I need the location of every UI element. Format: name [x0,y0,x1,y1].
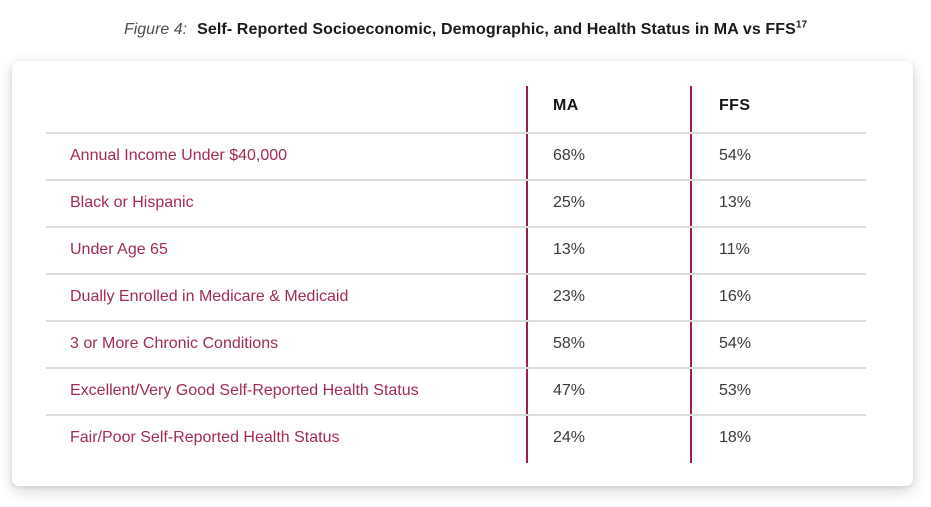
row-label: 3 or More Chronic Conditions [70,334,279,352]
row-value-ffs: 54% [719,146,752,164]
row-divider [46,273,866,275]
row-label: Excellent/Very Good Self-Reported Health… [70,381,419,399]
row-value-ffs: 18% [719,428,752,446]
row-divider [46,320,866,322]
table-row: Dually Enrolled in Medicare & Medicaid 2… [12,273,913,320]
column-header-ffs: FFS [719,97,751,114]
row-value-ma: 13% [553,240,586,258]
table-row: Fair/Poor Self-Reported Health Status 24… [12,414,913,461]
row-value-ma: 23% [553,287,586,305]
row-divider [46,179,866,181]
row-value-ffs: 13% [719,193,752,211]
row-value-ffs: 11% [719,240,750,258]
table-card: MA FFS Annual Income Under $40,000 68% 5… [12,61,913,486]
figure-label: Figure 4: [123,21,188,38]
row-label: Fair/Poor Self-Reported Health Status [70,428,340,446]
figure-caption: Figure 4: Self- Reported Socioeconomic, D… [0,19,931,41]
row-value-ffs: 16% [719,287,752,305]
table-header-row: MA FFS [12,61,913,132]
row-value-ma: 24% [553,428,586,446]
table-row: 3 or More Chronic Conditions 58% 54% [12,320,913,367]
row-value-ma: 25% [553,193,586,211]
table-row: Black or Hispanic 25% 13% [12,179,913,226]
figure-title: Self- Reported Socioeconomic, Demographi… [197,21,796,38]
row-label: Annual Income Under $40,000 [70,146,288,164]
row-divider [46,132,866,134]
row-value-ma: 68% [553,146,586,164]
row-value-ma: 47% [553,381,586,399]
row-divider [46,414,866,416]
header-label-spacer [12,115,526,132]
row-label: Dually Enrolled in Medicare & Medicaid [70,287,349,305]
row-value-ffs: 54% [719,334,752,352]
row-label: Black or Hispanic [70,193,194,211]
table-row: Under Age 65 13% 11% [12,226,913,273]
row-divider [46,367,866,369]
table-row: Excellent/Very Good Self-Reported Health… [12,367,913,414]
row-label: Under Age 65 [70,240,168,258]
row-value-ma: 58% [553,334,586,352]
row-value-ffs: 53% [719,381,752,399]
figure-footnote-ref: 17 [795,19,808,31]
row-divider [46,226,866,228]
column-header-ma: MA [553,97,579,114]
table-row: Annual Income Under $40,000 68% 54% [12,132,913,179]
